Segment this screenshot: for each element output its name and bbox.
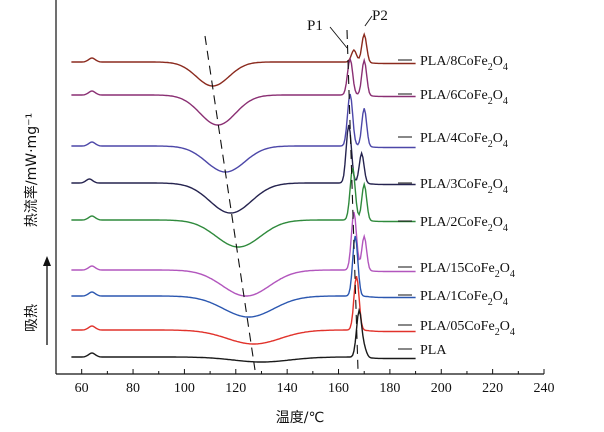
melt-guide bbox=[346, 29, 359, 371]
series-labels: PLA/8CoFe2O4 PLA/6CoFe2O4 PLA/4CoFe2O4 PLA/… bbox=[398, 54, 515, 358]
axes: 60 80 100 120 140 160 180 200 220 240 bbox=[43, 0, 555, 396]
peak-labels: P1 P2 bbox=[307, 8, 388, 49]
endotherm-arrowhead bbox=[43, 256, 51, 266]
x-tick-label: 200 bbox=[431, 381, 452, 396]
peak-leader-p1 bbox=[329, 26, 348, 49]
series-line bbox=[71, 124, 416, 214]
series-label: PLA/6CoFe2O4 bbox=[420, 88, 508, 107]
series-line bbox=[71, 93, 416, 173]
series-line bbox=[71, 167, 416, 248]
series-label: PLA/2CoFe2O4 bbox=[420, 215, 508, 234]
dashed-guides bbox=[204, 29, 359, 371]
series-label: PLA/05CoFe2O4 bbox=[420, 319, 515, 338]
x-tick-label: 60 bbox=[75, 381, 89, 396]
series-label: PLA/1CoFe2O4 bbox=[420, 289, 508, 308]
series-label: PLA/4CoFe2O4 bbox=[420, 131, 508, 150]
y-axis-title: 热流率/mW·mg⁻¹ bbox=[23, 113, 40, 227]
peak-label-p2: P2 bbox=[372, 8, 388, 24]
series-line bbox=[71, 211, 416, 297]
series-label: PLA/3CoFe2O4 bbox=[420, 177, 508, 196]
x-tick-label: 140 bbox=[277, 381, 298, 396]
x-tick-label: 240 bbox=[534, 381, 555, 396]
peak-label-p1: P1 bbox=[307, 18, 323, 34]
x-axis-title: 温度/℃ bbox=[276, 410, 324, 426]
series-line bbox=[71, 307, 416, 363]
x-tick-label: 80 bbox=[126, 381, 140, 396]
x-tick-label: 100 bbox=[174, 381, 195, 396]
series-label: PLA/15CoFe2O4 bbox=[420, 261, 515, 280]
series-line bbox=[71, 56, 416, 126]
series-line bbox=[71, 235, 416, 318]
series-label: PLA/8CoFe2O4 bbox=[420, 54, 508, 73]
x-tick-label: 160 bbox=[328, 381, 349, 396]
cold-cryst-guide bbox=[204, 35, 256, 371]
endotherm-label: 吸热 bbox=[24, 304, 40, 332]
x-tick-label: 120 bbox=[225, 381, 246, 396]
x-tick-label: 220 bbox=[482, 381, 503, 396]
series-line bbox=[71, 32, 416, 87]
peak-leader-p2 bbox=[364, 15, 373, 27]
x-tick-label: 180 bbox=[379, 381, 400, 396]
series-label: PLA bbox=[420, 343, 447, 358]
series-line bbox=[71, 275, 416, 345]
series-curves bbox=[71, 32, 416, 363]
